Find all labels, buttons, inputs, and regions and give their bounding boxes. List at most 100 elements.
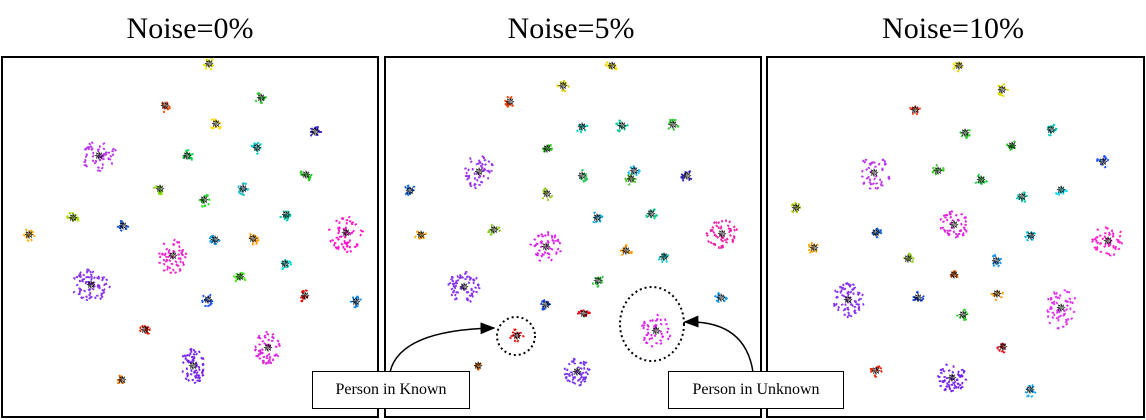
point	[206, 304, 210, 308]
point	[534, 253, 538, 256]
point	[347, 215, 351, 219]
point	[338, 226, 341, 230]
point	[907, 255, 911, 258]
point	[1107, 242, 1110, 246]
point	[634, 171, 638, 175]
point	[505, 103, 509, 107]
point	[254, 99, 258, 103]
point	[556, 247, 560, 251]
point	[66, 216, 70, 220]
point	[963, 228, 967, 232]
point	[916, 290, 919, 294]
point	[467, 168, 470, 172]
cluster-28: ✵	[640, 313, 672, 348]
point	[1006, 143, 1009, 147]
point	[102, 157, 105, 161]
point	[919, 299, 923, 302]
point	[94, 296, 97, 300]
point	[184, 154, 187, 158]
cluster-21: ✵	[832, 281, 865, 319]
point	[851, 287, 855, 291]
point	[957, 373, 961, 377]
point	[832, 302, 836, 306]
point	[253, 143, 257, 147]
point	[337, 229, 341, 233]
point	[956, 378, 959, 382]
point	[943, 379, 947, 383]
point	[93, 161, 97, 165]
cluster-16: ✵	[414, 228, 428, 242]
point	[76, 216, 80, 220]
point	[468, 182, 472, 186]
point	[99, 297, 102, 301]
point	[599, 278, 604, 282]
point	[1107, 231, 1111, 235]
centroid-marker: ✵	[910, 103, 920, 117]
point	[271, 333, 275, 336]
point	[461, 275, 465, 279]
point	[719, 226, 723, 230]
point	[139, 329, 142, 333]
point	[1012, 146, 1016, 150]
point	[952, 67, 956, 71]
cluster-29: ✵	[116, 373, 127, 387]
point	[727, 227, 731, 231]
cluster-5: ✵	[542, 142, 553, 156]
point	[116, 378, 120, 382]
point	[1030, 238, 1034, 241]
point	[559, 81, 563, 84]
point	[853, 286, 857, 290]
point	[1048, 321, 1052, 325]
point	[880, 168, 884, 172]
point	[1103, 245, 1107, 248]
point	[409, 191, 413, 194]
point	[875, 227, 879, 231]
panel-title-0: Noise=0%	[126, 12, 254, 45]
point	[546, 147, 550, 151]
point	[964, 219, 968, 223]
point	[582, 363, 586, 367]
point	[843, 313, 847, 317]
point	[550, 247, 554, 251]
point	[119, 219, 123, 223]
point	[265, 354, 269, 358]
point	[1057, 315, 1060, 319]
point	[645, 215, 649, 219]
point	[261, 96, 265, 100]
point	[359, 233, 362, 237]
point	[239, 271, 243, 275]
point	[454, 293, 457, 297]
point	[876, 186, 880, 190]
point	[725, 296, 729, 300]
point	[1109, 239, 1113, 243]
point	[936, 169, 939, 172]
centroid-marker: ✵	[903, 252, 913, 266]
point	[203, 64, 207, 67]
point	[1111, 231, 1115, 235]
point	[548, 302, 552, 306]
point	[307, 176, 312, 180]
point	[208, 303, 212, 307]
point	[576, 129, 579, 133]
point	[648, 208, 652, 212]
point	[162, 242, 166, 246]
point	[875, 368, 879, 372]
point	[342, 227, 346, 231]
point	[541, 299, 544, 303]
point	[862, 303, 865, 306]
point	[238, 277, 242, 281]
point	[163, 253, 167, 257]
point	[935, 167, 939, 171]
point	[177, 257, 181, 260]
point	[274, 345, 278, 348]
point	[84, 281, 88, 285]
centroid-marker: ✵	[843, 293, 853, 307]
point	[714, 234, 718, 238]
point	[255, 152, 259, 156]
centroid-marker: ✵	[646, 207, 656, 221]
point	[577, 310, 581, 314]
point	[266, 332, 270, 336]
point	[579, 380, 583, 384]
point	[255, 236, 259, 240]
point	[470, 292, 474, 295]
